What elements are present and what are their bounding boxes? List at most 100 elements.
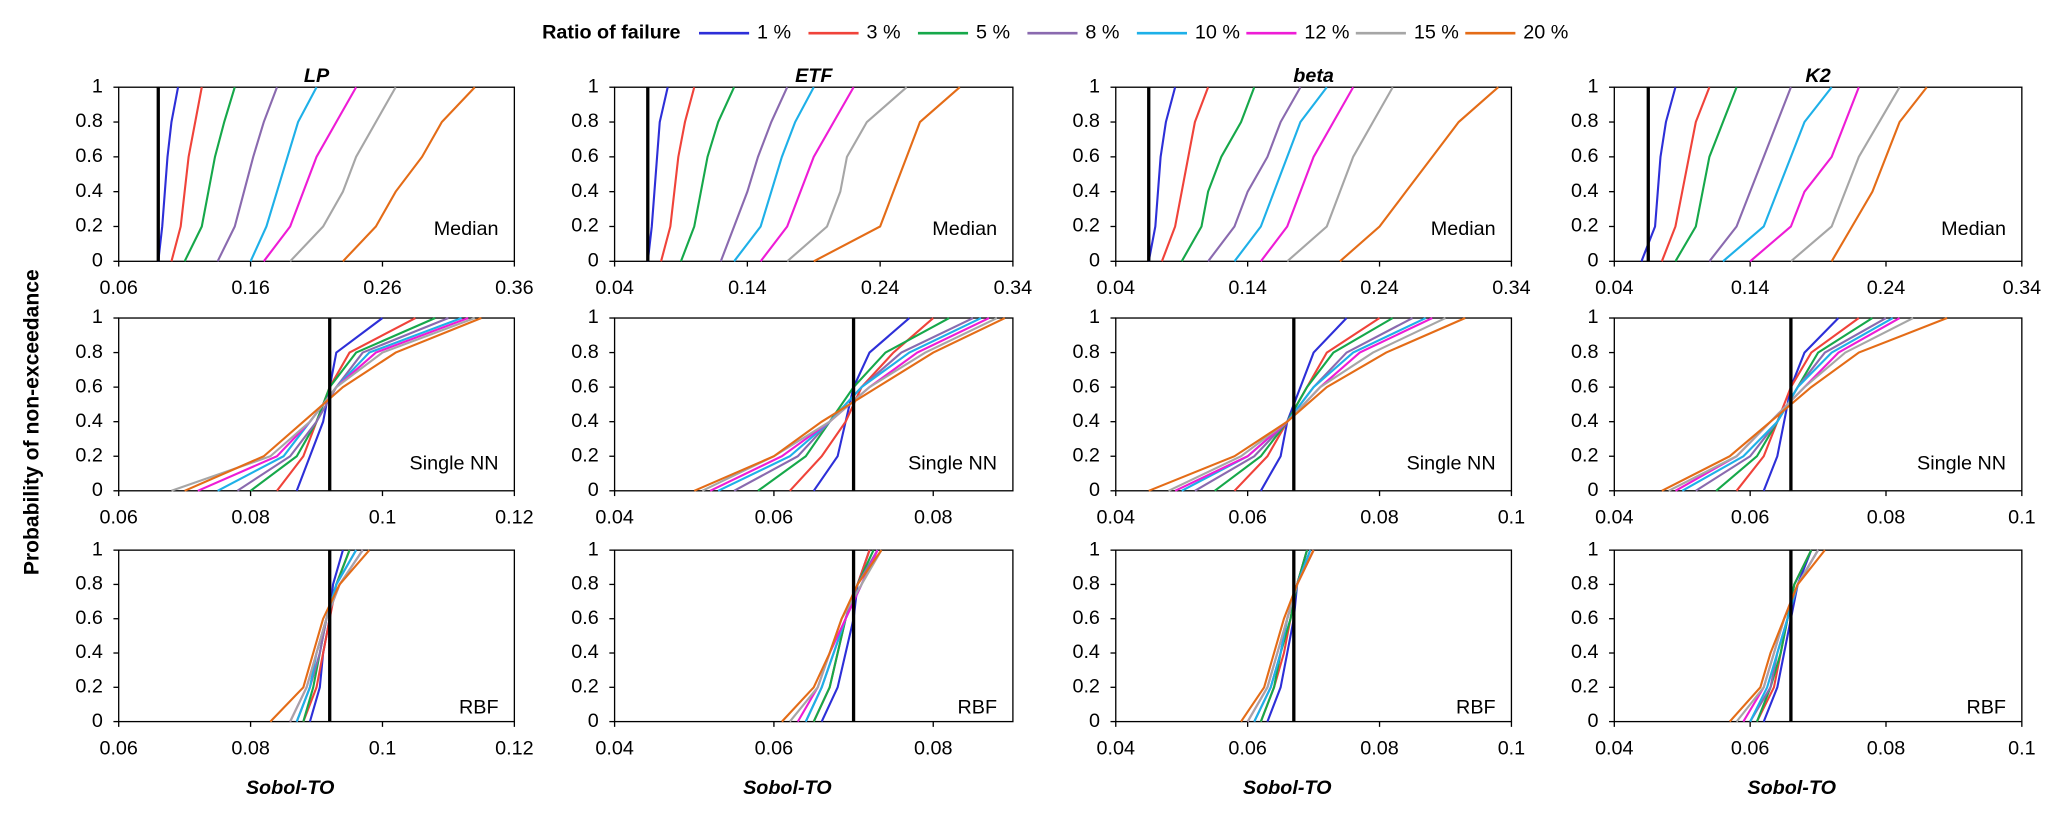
y-tick-label: 0.8 xyxy=(571,573,598,595)
y-tick-label: 0.2 xyxy=(75,215,102,237)
y-tick-label: 1 xyxy=(1587,306,1598,328)
x-tick-label: 0.34 xyxy=(2003,277,2041,299)
x-tick-label: 0.06 xyxy=(1731,507,1769,529)
y-tick-label: 0.2 xyxy=(1571,215,1598,237)
cdf-line xyxy=(1168,317,1446,492)
cdf-line xyxy=(184,317,482,492)
x-tick-label: 0.04 xyxy=(1097,277,1135,299)
annotation: Single NN xyxy=(410,453,499,475)
legend-label: 12 % xyxy=(1304,21,1349,43)
y-tick-label: 0 xyxy=(1089,250,1100,272)
y-tick-label: 0.8 xyxy=(571,110,598,132)
cdf-line xyxy=(1148,317,1466,492)
x-tick-label: 0.04 xyxy=(1097,738,1135,760)
y-tick-label: 0.4 xyxy=(1072,410,1099,432)
x-tick-label: 0.06 xyxy=(99,507,137,529)
cdf-line xyxy=(249,86,318,262)
y-tick-label: 0.8 xyxy=(1072,110,1099,132)
cdf-line xyxy=(781,549,883,723)
cdf-line xyxy=(1160,86,1210,262)
x-axis-label: Sobol-TO xyxy=(1243,777,1332,799)
cdf-line xyxy=(1286,86,1394,263)
cdf-line xyxy=(1339,86,1499,263)
x-tick-label: 0.24 xyxy=(1360,277,1398,299)
cdf-line xyxy=(1233,86,1328,262)
y-tick-label: 0 xyxy=(1587,479,1598,501)
y-tick-label: 0 xyxy=(588,479,599,501)
x-tick-label: 0.08 xyxy=(231,507,269,529)
y-tick-label: 1 xyxy=(92,75,103,97)
cdf-line xyxy=(157,87,180,262)
cdf-line xyxy=(1147,86,1177,262)
x-tick-label: 0.12 xyxy=(495,507,533,529)
cdf-line xyxy=(1749,86,1860,263)
cdf-line xyxy=(719,86,789,262)
y-tick-label: 0 xyxy=(92,710,103,732)
legend-label: 5 % xyxy=(976,21,1010,43)
x-tick-label: 0.08 xyxy=(914,738,952,760)
legend-label: 1 % xyxy=(757,21,791,43)
y-tick-label: 1 xyxy=(1089,306,1100,328)
legend-label: 20 % xyxy=(1523,21,1568,43)
y-tick-label: 0.4 xyxy=(571,410,598,432)
cdf-line xyxy=(1708,86,1792,262)
plot-area xyxy=(1613,549,2023,723)
annotation: Median xyxy=(434,218,499,240)
y-tick-label: 1 xyxy=(92,306,103,328)
y-tick-label: 0.4 xyxy=(571,180,598,202)
x-tick-label: 0.06 xyxy=(1228,507,1266,529)
legend-title: Ratio of failure xyxy=(542,21,680,43)
cdf-line xyxy=(1668,317,1914,492)
annotation: Median xyxy=(1941,218,2006,240)
y-tick-label: 0.8 xyxy=(1571,341,1598,363)
y-tick-label: 0.6 xyxy=(1571,375,1598,397)
x-tick-label: 0.08 xyxy=(231,738,269,760)
plot-area xyxy=(118,549,516,723)
x-tick-label: 0.1 xyxy=(2008,738,2035,760)
y-tick-label: 1 xyxy=(1587,538,1598,560)
annotation: RBF xyxy=(1966,697,2006,719)
cdf-line xyxy=(1260,86,1355,262)
y-tick-label: 0.4 xyxy=(571,641,598,663)
x-tick-label: 0.06 xyxy=(99,277,137,299)
y-tick-label: 0.4 xyxy=(1571,641,1598,663)
x-tick-label: 0.1 xyxy=(1498,738,1525,760)
x-tick-label: 0.04 xyxy=(1595,507,1633,529)
y-tick-label: 0.8 xyxy=(571,341,598,363)
annotation: RBF xyxy=(459,697,499,719)
x-tick-label: 0.14 xyxy=(1731,277,1769,299)
y-tick-label: 0.2 xyxy=(1072,444,1099,466)
cdf-line xyxy=(289,86,397,263)
y-tick-label: 1 xyxy=(588,538,599,560)
y-tick-label: 0.4 xyxy=(1571,410,1598,432)
x-axis-label: Sobol-TO xyxy=(246,777,335,799)
cdf-line xyxy=(269,549,371,723)
x-tick-label: 0.34 xyxy=(1492,277,1530,299)
x-tick-label: 0.1 xyxy=(1498,507,1525,529)
y-tick-label: 1 xyxy=(588,306,599,328)
y-axis-label: Probability of non-exceedance xyxy=(21,269,44,575)
cdf-line xyxy=(1207,86,1302,262)
y-tick-label: 0 xyxy=(1089,479,1100,501)
x-tick-label: 0.04 xyxy=(595,507,633,529)
y-tick-label: 0.4 xyxy=(75,641,102,663)
cdf-line xyxy=(679,86,736,262)
legend-label: 10 % xyxy=(1195,21,1240,43)
x-axis-label: Sobol-TO xyxy=(743,777,832,799)
y-tick-label: 0.2 xyxy=(1571,444,1598,466)
y-tick-label: 0.2 xyxy=(571,676,598,698)
cdf-line xyxy=(693,317,1006,492)
cdf-line xyxy=(1830,86,1928,262)
cdf-line xyxy=(1674,86,1738,262)
plot-area xyxy=(1115,549,1513,723)
y-tick-label: 0.2 xyxy=(1072,676,1099,698)
y-tick-label: 0.6 xyxy=(571,375,598,397)
cdf-line xyxy=(236,317,449,492)
cdf-line xyxy=(1728,549,1826,723)
y-tick-label: 0.2 xyxy=(571,444,598,466)
y-tick-label: 0.6 xyxy=(1072,375,1099,397)
x-tick-label: 0.24 xyxy=(1867,277,1905,299)
y-tick-label: 0 xyxy=(92,479,103,501)
annotation: RBF xyxy=(958,697,998,719)
y-tick-label: 1 xyxy=(1587,75,1598,97)
